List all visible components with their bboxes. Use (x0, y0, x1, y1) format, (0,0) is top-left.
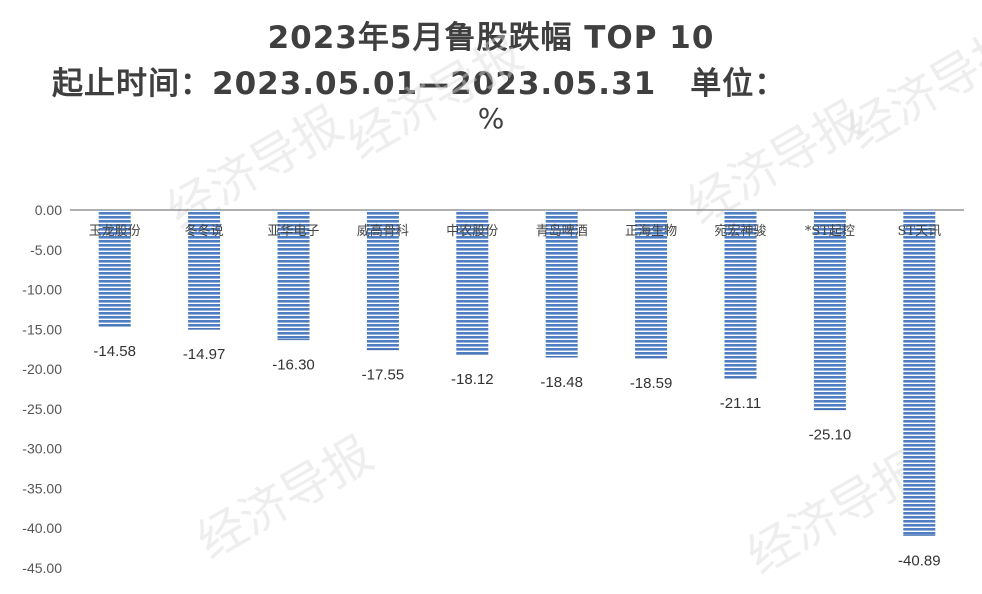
category-label: ST天讯 (898, 224, 942, 239)
y-tick-label: 0.00 (35, 202, 62, 218)
bar (545, 210, 578, 358)
data-label: -14.97 (183, 346, 226, 363)
watermark-text: 经济导报 (158, 96, 352, 241)
period-label: 起止时间： (52, 66, 212, 102)
category-label: *ST起控 (805, 224, 855, 239)
unit-value: % (477, 102, 505, 135)
bar (98, 210, 131, 326)
category-label: 中农股份 (446, 224, 498, 239)
bar (903, 210, 936, 536)
bar (456, 210, 489, 355)
bar (635, 210, 668, 358)
bar (188, 210, 221, 330)
watermark-text: 经济导报 (188, 426, 382, 571)
category-label: 威高骨科 (357, 223, 409, 239)
category-label: 亚华电子 (267, 224, 319, 239)
unit-label: 单位： (690, 66, 787, 102)
y-tick-label: -15.00 (22, 321, 62, 337)
data-label: -40.89 (898, 552, 941, 569)
bar (813, 210, 846, 410)
bar (724, 210, 757, 378)
chart-subtitle: 起止时间：2023.05.01—2023.05.31 单位： (52, 58, 932, 103)
y-tick-label: -10.00 (22, 282, 62, 298)
chart-title: 2023年5月鲁股跌幅 TOP 10 (267, 20, 715, 56)
category-label: 正海生物 (625, 224, 677, 239)
category-label: 冬冬说 (185, 223, 224, 239)
y-tick-label: -35.00 (22, 480, 62, 496)
watermark-text: 经济导报 (338, 26, 532, 171)
y-tick-label: -40.00 (22, 520, 62, 536)
bar (366, 210, 399, 350)
period-value: 2023.05.01—2023.05.31 (212, 66, 657, 102)
data-label: -25.10 (809, 427, 852, 444)
y-tick-label: -45.00 (22, 560, 62, 576)
bar (277, 210, 310, 340)
data-label: -16.30 (272, 357, 315, 374)
y-tick-label: -20.00 (22, 361, 62, 377)
data-label: -18.12 (451, 371, 494, 388)
data-label: -21.11 (720, 395, 761, 412)
data-label: -18.59 (630, 375, 673, 392)
y-tick-label: -5.00 (30, 242, 62, 258)
category-label: 青岛啤酒 (536, 223, 588, 239)
y-tick-label: -30.00 (22, 441, 62, 457)
watermark-text: 经济导报 (838, 16, 982, 161)
category-label: 玉龙股份 (89, 224, 141, 239)
data-label: -17.55 (362, 367, 405, 384)
data-label: -18.48 (540, 374, 583, 391)
y-tick-label: -25.00 (22, 401, 62, 417)
category-label: 宛宏神骏 (714, 224, 766, 239)
data-label: -14.58 (93, 343, 136, 360)
